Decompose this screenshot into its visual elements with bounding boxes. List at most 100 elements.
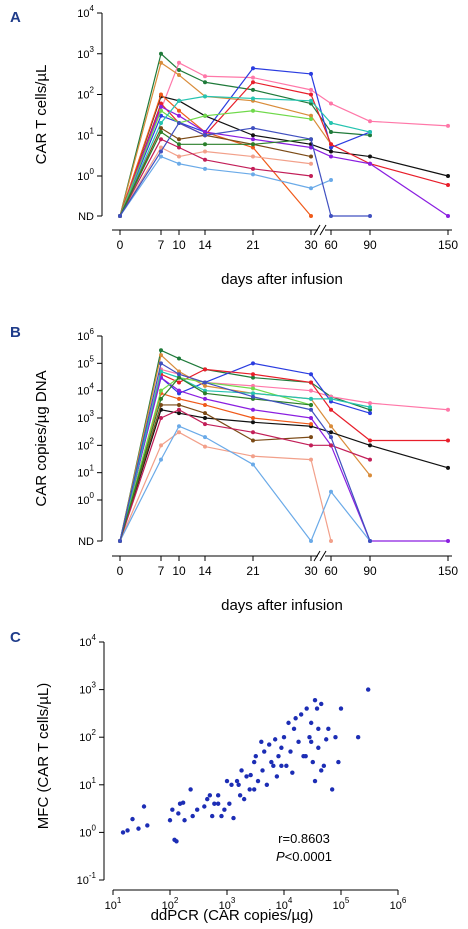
- series-line-segment: [204, 398, 254, 411]
- data-point: [309, 214, 313, 218]
- data-point: [329, 120, 333, 125]
- y-tick-label: 100: [77, 167, 94, 183]
- data-point: [180, 800, 186, 805]
- data-point: [319, 768, 324, 773]
- y-tick-label: 10-1: [77, 871, 97, 887]
- data-point: [159, 353, 163, 358]
- data-point: [365, 687, 371, 692]
- data-point: [279, 745, 284, 750]
- data-point: [159, 104, 163, 109]
- x-axis-label: days after infusion: [221, 597, 343, 614]
- data-point: [336, 759, 341, 765]
- data-point: [239, 768, 244, 773]
- series-line-segment: [204, 75, 254, 79]
- data-point: [446, 407, 450, 412]
- series-line-segment: [204, 362, 254, 383]
- y-tick-label: 103: [77, 45, 94, 61]
- data-point: [241, 796, 247, 802]
- data-point: [329, 396, 333, 401]
- data-point: [368, 438, 372, 443]
- data-point: [446, 465, 450, 470]
- series-line-segment: [330, 143, 371, 165]
- data-point: [368, 401, 372, 406]
- data-point: [291, 726, 297, 732]
- y-axis-label: CAR copies/µg DNA: [33, 370, 50, 506]
- series-line-segment: [252, 387, 312, 406]
- y-tick-label: 103: [77, 409, 94, 425]
- data-point: [329, 424, 333, 429]
- series-10: [118, 94, 372, 218]
- data-point: [368, 130, 372, 135]
- y-axis-label: CAR T cells/µL: [33, 65, 50, 165]
- data-point: [324, 737, 329, 742]
- series-line-segment: [330, 131, 371, 149]
- data-point: [203, 157, 207, 162]
- data-point: [203, 166, 207, 171]
- series-line-segment: [160, 155, 180, 165]
- series-line-segment: [369, 402, 449, 411]
- data-point: [368, 457, 372, 462]
- data-point: [203, 380, 207, 385]
- data-point: [329, 177, 333, 182]
- data-point: [203, 411, 207, 416]
- series-line-segment: [160, 100, 180, 124]
- series-line-segment: [204, 159, 254, 170]
- data-point: [267, 742, 272, 747]
- data-point: [308, 720, 314, 726]
- series-line-segment: [310, 139, 332, 217]
- series-line-segment: [178, 404, 206, 414]
- data-point: [159, 149, 163, 154]
- data-point: [215, 801, 221, 806]
- data-point: [326, 726, 331, 732]
- series-line-segment: [310, 115, 332, 145]
- series-line-segment: [160, 103, 180, 124]
- series-8: [118, 104, 450, 218]
- series-line-segment: [310, 100, 332, 124]
- data-point: [446, 214, 450, 218]
- data-point: [177, 137, 181, 142]
- data-point: [210, 813, 215, 819]
- axis-break: [319, 550, 327, 562]
- data-point: [251, 407, 255, 412]
- data-point: [159, 126, 163, 131]
- series-line-segment: [330, 102, 371, 122]
- x-tick-label: 101: [105, 896, 122, 912]
- series-line-segment: [252, 173, 312, 189]
- series-line-segment: [160, 146, 180, 158]
- series-line-segment: [330, 436, 371, 542]
- data-point: [309, 396, 313, 401]
- data-point: [177, 380, 181, 385]
- x-tick-label: 150: [438, 564, 458, 578]
- series-line-segment: [252, 138, 312, 145]
- data-point: [446, 174, 450, 178]
- data-point: [212, 801, 217, 806]
- data-point: [309, 372, 313, 377]
- data-point: [202, 804, 207, 809]
- series-line-segment: [204, 127, 254, 136]
- series-line-segment: [252, 396, 312, 411]
- x-tick-label: 10: [172, 564, 186, 578]
- series-line-segment: [160, 110, 180, 124]
- data-point: [203, 130, 207, 135]
- y-tick-label: ND: [78, 211, 94, 223]
- data-point: [159, 443, 163, 448]
- data-point: [329, 145, 333, 150]
- data-point: [194, 807, 200, 812]
- data-point: [136, 826, 141, 831]
- series-line-segment: [310, 94, 332, 145]
- data-point: [281, 735, 287, 740]
- data-point: [177, 145, 181, 150]
- data-point: [251, 430, 255, 435]
- data-point: [303, 753, 308, 759]
- data-point: [177, 411, 181, 416]
- series-line-segment: [119, 62, 162, 217]
- series-line-segment: [160, 368, 180, 375]
- series-line-segment: [310, 459, 332, 542]
- x-tick-label: 14: [198, 564, 212, 578]
- y-tick-label: 100: [79, 823, 96, 839]
- data-point: [251, 75, 255, 80]
- series-line-segment: [160, 392, 180, 400]
- data-point: [368, 161, 372, 166]
- data-point: [177, 424, 181, 429]
